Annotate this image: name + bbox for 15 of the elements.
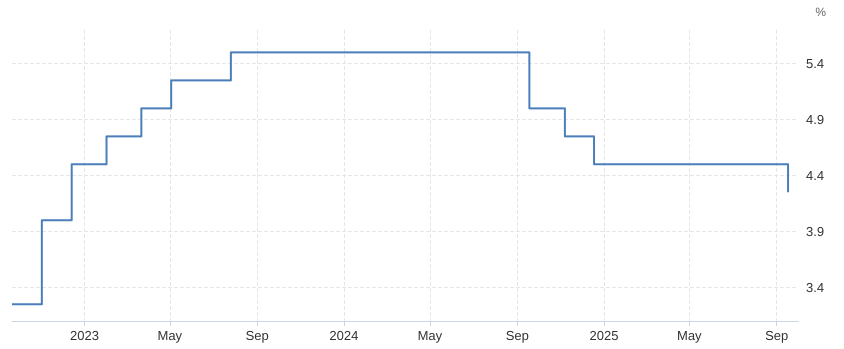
x-tick-label: May xyxy=(676,328,702,343)
x-tick-label: May xyxy=(418,328,443,343)
x-tick-label: 2023 xyxy=(70,328,99,343)
x-tick-label: May xyxy=(157,328,183,343)
x-tick-label: Sep xyxy=(246,328,269,343)
y-tick-label: 4.9 xyxy=(806,112,824,128)
y-tick-label: 3.9 xyxy=(806,224,824,239)
y-tick-label: 5.4 xyxy=(806,56,824,72)
y-tick-label: 3.4 xyxy=(806,280,824,295)
x-tick-label: 2024 xyxy=(329,328,358,343)
x-tick-label: Sep xyxy=(506,328,529,343)
y-axis-title: % xyxy=(815,5,826,19)
x-tick-label: 2025 xyxy=(590,328,618,343)
y-tick-label: 4.4 xyxy=(806,168,824,183)
x-tick-label: Sep xyxy=(765,328,788,343)
